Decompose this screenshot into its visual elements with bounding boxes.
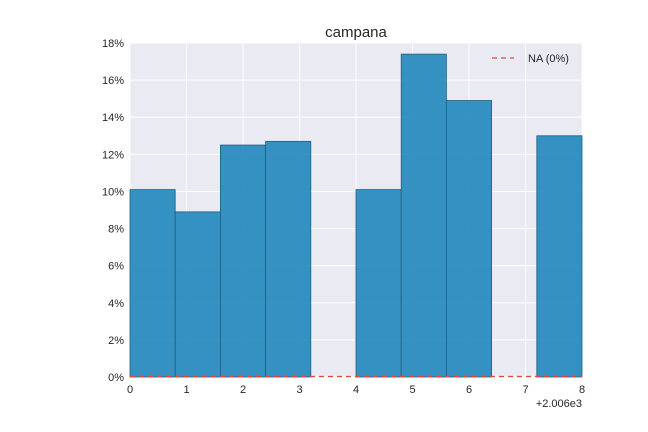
- histogram-bar: [445, 100, 492, 378]
- x-tick-label: 4: [353, 384, 359, 396]
- y-tick-label: 8%: [108, 224, 124, 236]
- histogram-bar: [174, 211, 221, 378]
- x-tick-label: 3: [296, 384, 302, 396]
- histogram-bar: [355, 189, 402, 378]
- x-tick-label: 1: [183, 384, 189, 396]
- x-tick-label: 0: [127, 384, 133, 396]
- y-tick-label: 14%: [102, 112, 124, 124]
- y-tick-label: 12%: [102, 149, 124, 161]
- legend-na-label: NA (0%): [528, 53, 569, 65]
- y-tick-label: 16%: [102, 75, 124, 87]
- chart-title: campana: [325, 24, 387, 41]
- x-tick-label: 7: [522, 384, 528, 396]
- y-tick-label: 6%: [108, 261, 124, 273]
- y-tick-label: 18%: [102, 38, 124, 50]
- histogram-bar: [265, 140, 312, 378]
- x-tick-label: 6: [466, 384, 472, 396]
- x-axis-offset-label: +2.006e3: [536, 398, 582, 410]
- histogram-bar: [219, 144, 266, 378]
- histogram-bars: [129, 53, 583, 378]
- histogram-bar: [129, 189, 176, 378]
- y-tick-label: 10%: [102, 186, 124, 198]
- y-tick-label: 0%: [108, 372, 124, 384]
- y-tick-labels: 0% 2% 4% 6% 8% 10% 12% 14% 16% 18%: [102, 38, 124, 384]
- x-tick-label: 2: [240, 384, 246, 396]
- x-tick-labels: 0 1 2 3 4 5 6 7 8: [127, 384, 585, 396]
- legend: NA (0%): [492, 53, 569, 65]
- y-tick-label: 4%: [108, 298, 124, 310]
- x-tick-label: 8: [579, 384, 585, 396]
- x-tick-label: 5: [409, 384, 415, 396]
- histogram-bar: [400, 53, 447, 378]
- y-tick-label: 2%: [108, 335, 124, 347]
- histogram-bar: [536, 135, 583, 378]
